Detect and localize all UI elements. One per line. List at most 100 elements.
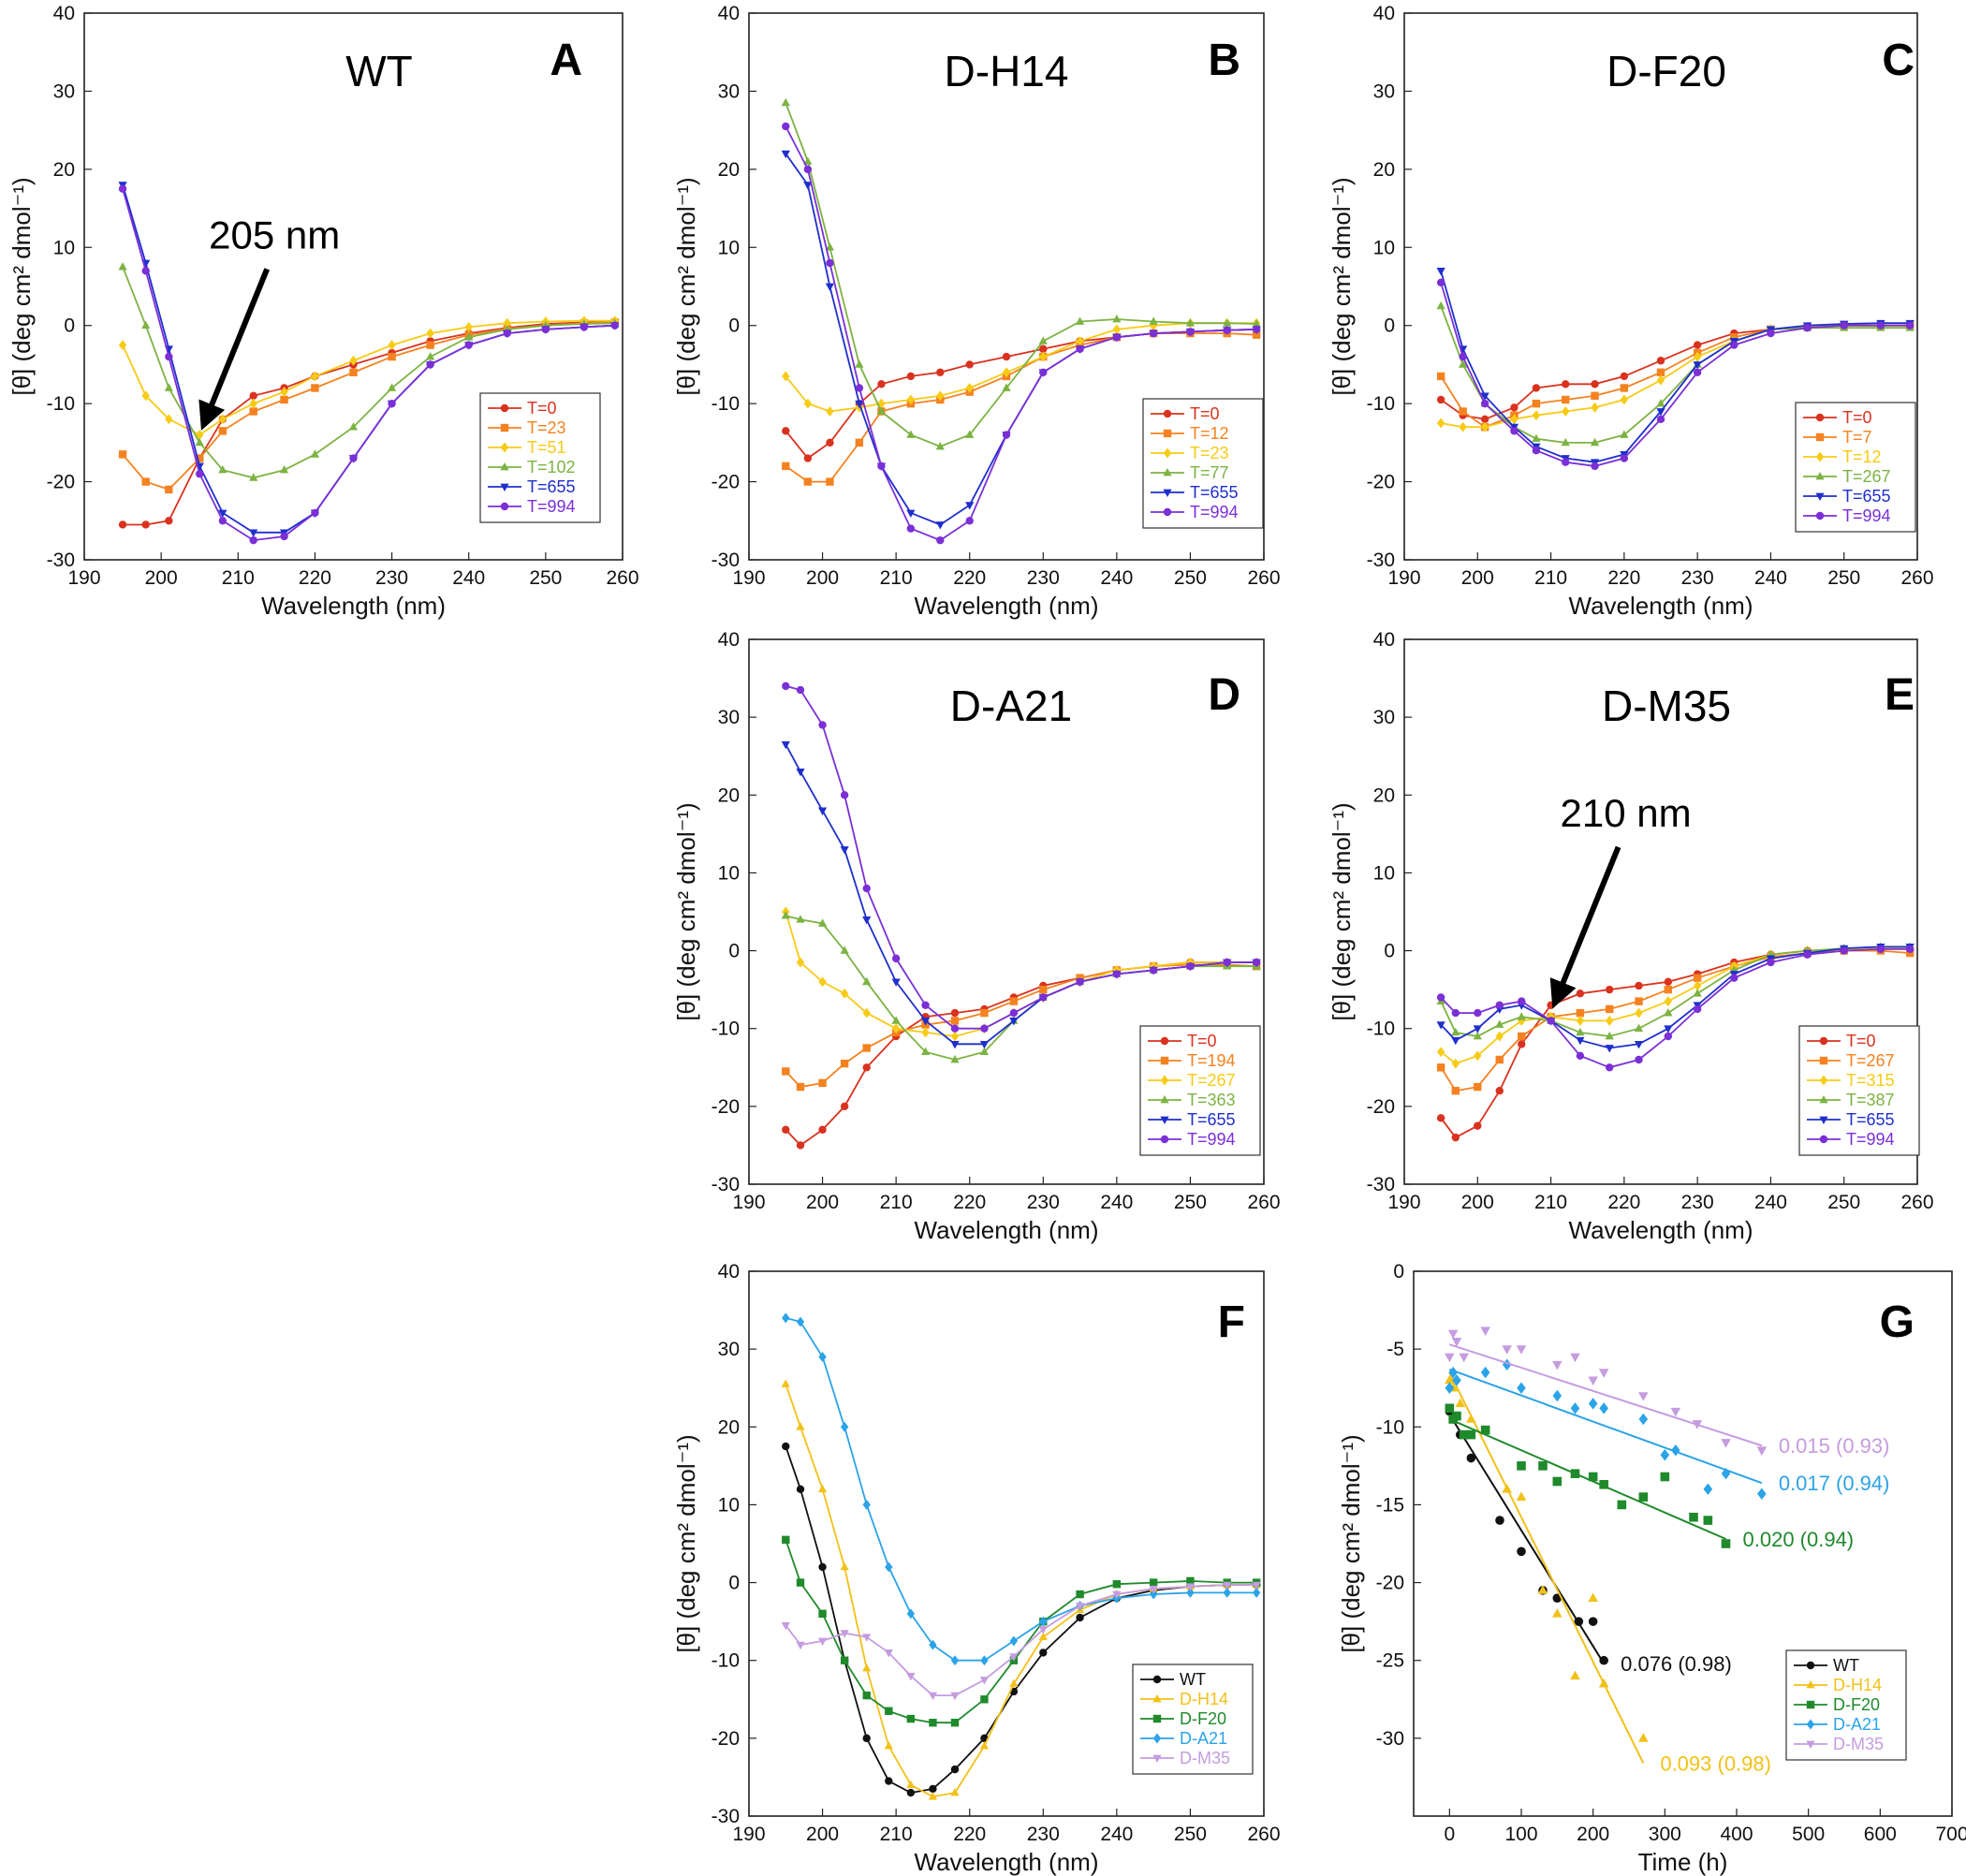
data-point — [1693, 351, 1702, 362]
data-point — [906, 430, 916, 438]
y-axis-label: [θ] (deg cm² dmol⁻¹) — [672, 177, 700, 395]
data-point — [1574, 1617, 1584, 1626]
data-point — [1518, 997, 1526, 1005]
data-point — [1634, 1040, 1644, 1049]
data-point — [1038, 1626, 1048, 1634]
y-tick-label: -10 — [712, 393, 740, 415]
data-point — [950, 1017, 960, 1025]
x-tick-label: 230 — [1027, 1824, 1060, 1845]
data-point — [803, 398, 813, 409]
data-point — [1620, 384, 1629, 392]
data-point — [1436, 1047, 1445, 1058]
legend-marker — [1152, 1754, 1162, 1764]
data-point — [1721, 1439, 1731, 1448]
data-point — [782, 462, 790, 471]
data-point — [426, 341, 434, 349]
data-point — [249, 473, 258, 481]
data-point — [928, 1792, 938, 1800]
y-tick-label: -30 — [1367, 1174, 1395, 1195]
data-point — [426, 328, 434, 339]
data-point — [1689, 1512, 1698, 1522]
data-point — [1598, 1369, 1609, 1378]
data-point — [906, 1608, 916, 1620]
legend-box — [1142, 398, 1264, 529]
data-point — [1112, 970, 1122, 978]
data-point — [1516, 1345, 1527, 1355]
x-tick-label: 260 — [1247, 1192, 1280, 1213]
data-point — [817, 918, 828, 927]
x-tick-label: 230 — [375, 567, 408, 589]
data-point — [817, 807, 828, 815]
panel-title: WT — [345, 47, 413, 95]
data-point — [1451, 1027, 1460, 1036]
legend-entry: T=0 — [527, 399, 557, 418]
data-point — [1480, 1326, 1490, 1336]
data-point — [965, 430, 975, 438]
data-point — [817, 1637, 828, 1646]
legend-marker — [500, 403, 509, 413]
data-point — [781, 740, 790, 750]
data-point — [1459, 421, 1467, 432]
data-point — [1038, 336, 1048, 344]
data-point — [1459, 359, 1468, 368]
data-point — [1445, 1353, 1455, 1363]
y-axis-label: [θ] (deg cm² dmol⁻¹) — [672, 802, 700, 1020]
data-point — [920, 1018, 931, 1026]
legend-marker — [500, 442, 509, 453]
data-point — [1451, 1008, 1460, 1018]
data-point — [1576, 1051, 1585, 1061]
y-tick-label: 20 — [53, 159, 75, 181]
series-line — [122, 319, 615, 436]
data-point — [1149, 1578, 1158, 1587]
y-tick-label: 0 — [728, 941, 740, 962]
data-point — [279, 465, 289, 474]
series-t-994 — [118, 184, 619, 545]
legend-marker — [500, 502, 509, 511]
data-point — [1436, 278, 1445, 287]
data-point — [1599, 1402, 1608, 1414]
data-point — [885, 1777, 893, 1785]
data-point — [840, 1656, 849, 1664]
data-point — [1445, 1374, 1455, 1385]
y-axis-label: [θ] (deg cm² dmol⁻¹) — [1328, 177, 1356, 395]
x-tick-label: 240 — [1754, 1192, 1787, 1213]
data-point — [1532, 447, 1541, 455]
data-point — [195, 437, 204, 447]
data-point — [803, 156, 813, 165]
legend-entry: WT — [1180, 1670, 1206, 1689]
data-point — [1436, 1063, 1445, 1072]
data-point — [580, 323, 589, 331]
data-point — [1009, 1635, 1019, 1647]
data-point — [387, 383, 397, 391]
annotation-label: 210 nm — [1561, 791, 1692, 835]
x-tick-label: 200 — [145, 567, 178, 589]
series-line — [785, 1539, 1257, 1724]
legend-entry: D-A21 — [1833, 1715, 1881, 1734]
data-point — [1537, 1585, 1548, 1594]
data-point — [1517, 1546, 1526, 1557]
data-point — [782, 1312, 790, 1324]
data-point — [1223, 958, 1231, 967]
data-point — [1591, 462, 1599, 471]
data-point — [885, 1561, 893, 1573]
data-point — [1664, 1008, 1673, 1017]
legend-marker — [1815, 471, 1825, 480]
data-point — [862, 884, 871, 893]
data-point — [1730, 341, 1739, 349]
legend-marker — [1819, 1116, 1828, 1125]
data-point — [803, 454, 813, 462]
data-point — [782, 1067, 790, 1076]
y-tick-label: -20 — [712, 1096, 740, 1118]
y-tick-label: 30 — [1373, 707, 1395, 728]
legend-marker — [1160, 1135, 1169, 1144]
data-point — [840, 1561, 849, 1571]
legend-entry: T=315 — [1846, 1071, 1895, 1090]
legend-marker — [1160, 1075, 1169, 1086]
x-tick-label: 240 — [452, 567, 485, 589]
x-tick-label: 200 — [1461, 1192, 1494, 1213]
series-t-387 — [1436, 942, 1915, 1040]
x-tick-label: 210 — [222, 567, 255, 589]
panel-title: D-A21 — [950, 682, 1072, 730]
